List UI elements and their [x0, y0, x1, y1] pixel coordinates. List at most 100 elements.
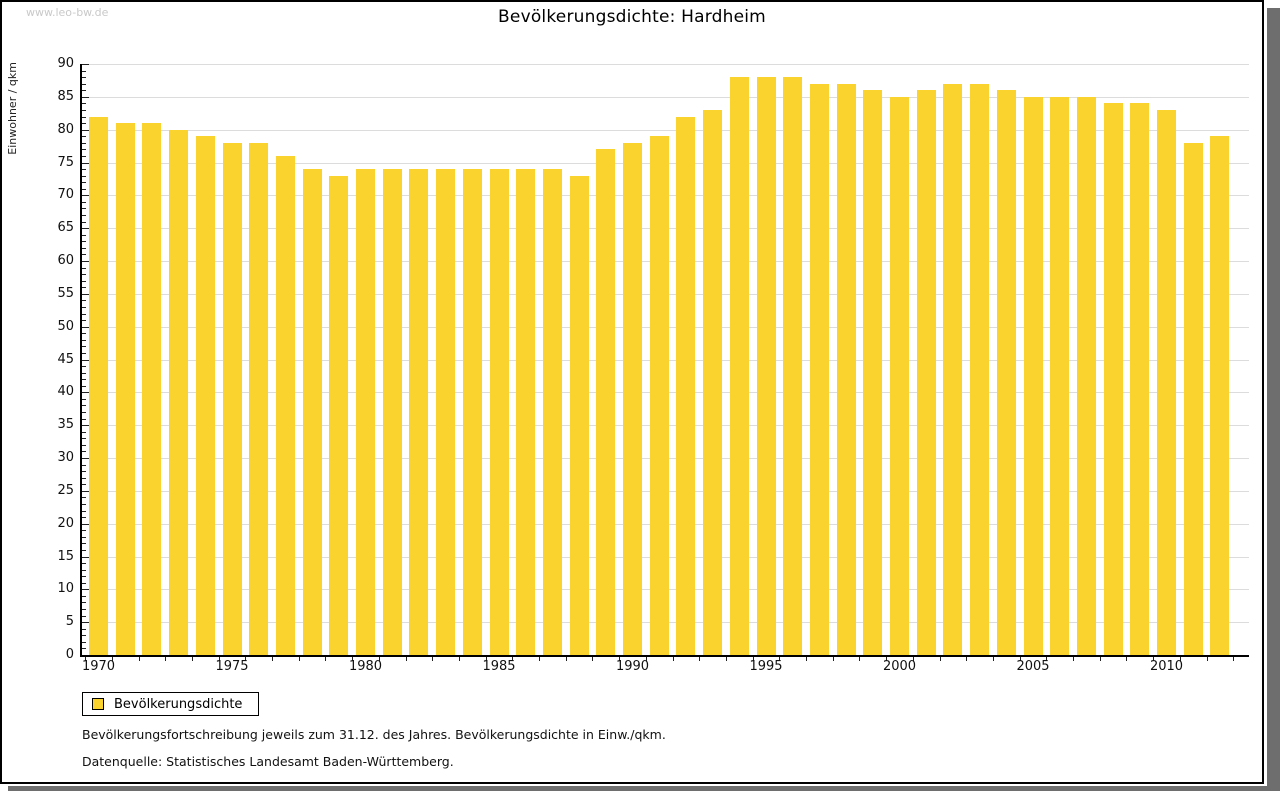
y-minor-tick — [82, 320, 86, 322]
y-minor-tick — [82, 188, 86, 190]
x-tick — [859, 657, 861, 661]
x-tick — [992, 657, 994, 661]
y-tick-label: 35 — [57, 417, 74, 433]
y-minor-tick — [82, 300, 86, 302]
y-major-tick — [82, 622, 89, 624]
y-tick-label: 70 — [57, 187, 74, 203]
y-major-tick — [82, 589, 89, 591]
y-minor-tick — [82, 451, 86, 453]
y-tick-label: 40 — [57, 384, 74, 400]
x-tick — [592, 657, 594, 661]
y-minor-tick — [82, 116, 86, 118]
bar-1970 — [89, 116, 108, 655]
y-tick-label: 0 — [65, 647, 74, 662]
page-drop-shadow-right — [1267, 8, 1280, 791]
y-minor-tick — [82, 385, 86, 387]
y-tick-label: 20 — [57, 515, 74, 531]
x-tick — [832, 657, 834, 661]
x-tick — [378, 657, 380, 661]
y-minor-tick — [82, 484, 86, 486]
x-tick — [272, 657, 274, 661]
x-tick — [405, 657, 407, 661]
y-major-tick — [82, 261, 89, 262]
y-minor-tick — [82, 136, 86, 138]
bar-1975 — [222, 142, 242, 655]
gridline — [82, 64, 1249, 65]
y-tick-label: 15 — [57, 548, 74, 564]
y-minor-tick — [82, 142, 86, 144]
x-tick — [966, 657, 968, 661]
bar-1987 — [542, 169, 562, 655]
x-tick — [458, 657, 460, 661]
bar-1979 — [329, 175, 349, 655]
x-tick — [645, 657, 647, 661]
y-minor-tick — [82, 169, 86, 171]
y-minor-tick — [82, 77, 86, 79]
y-minor-tick — [82, 70, 86, 72]
x-tick — [1206, 657, 1208, 661]
y-major-tick — [82, 293, 89, 295]
y-major-tick — [82, 64, 89, 65]
x-tick-label: 1975 — [215, 659, 249, 674]
bar-1989 — [596, 149, 616, 655]
bar-1980 — [356, 169, 375, 655]
bar-1972 — [142, 123, 162, 655]
y-major-tick — [82, 490, 89, 492]
y-minor-tick — [82, 339, 86, 341]
y-minor-tick — [82, 123, 86, 125]
bar-1993 — [703, 109, 723, 655]
y-minor-tick — [82, 267, 86, 269]
y-minor-tick — [82, 503, 86, 505]
footnote-source-note: Bevölkerungsfortschreibung jeweils zum 3… — [82, 727, 666, 742]
x-tick-label: 1995 — [749, 659, 783, 674]
bar-1998 — [836, 83, 856, 655]
bar-1973 — [169, 129, 189, 655]
x-tick — [165, 657, 167, 661]
y-minor-tick — [82, 444, 86, 446]
y-minor-tick — [82, 221, 86, 223]
y-minor-tick — [82, 352, 86, 354]
y-minor-tick — [82, 641, 86, 643]
bar-1997 — [809, 83, 829, 655]
y-minor-tick — [82, 201, 86, 203]
bar-2012 — [1210, 136, 1230, 655]
x-tick — [806, 657, 808, 661]
y-tick-label: 10 — [57, 581, 74, 597]
bar-2008 — [1103, 103, 1123, 655]
y-minor-tick — [82, 175, 86, 177]
y-minor-tick — [82, 313, 86, 315]
bar-2002 — [943, 83, 963, 655]
y-tick-label: 60 — [57, 253, 74, 268]
page-drop-shadow-bottom — [8, 786, 1280, 791]
x-tick — [1153, 657, 1155, 661]
y-minor-tick — [82, 438, 86, 440]
y-minor-tick — [82, 497, 86, 499]
bar-1996 — [783, 77, 803, 655]
y-minor-tick — [82, 287, 86, 289]
x-tick — [1019, 657, 1021, 661]
bar-1985 — [489, 169, 509, 655]
bar-1982 — [409, 169, 429, 655]
bar-2006 — [1050, 96, 1070, 655]
y-minor-tick — [82, 576, 86, 578]
x-tick — [512, 657, 514, 661]
x-tick — [138, 657, 140, 661]
bar-1978 — [302, 169, 322, 655]
bar-1994 — [729, 77, 749, 655]
x-tick-label: 1980 — [348, 659, 383, 674]
y-minor-tick — [82, 90, 86, 92]
y-minor-tick — [82, 398, 86, 400]
footnote-data-source: Datenquelle: Statistisches Landesamt Bad… — [82, 754, 454, 769]
y-minor-tick — [82, 582, 86, 584]
y-major-tick — [82, 96, 89, 98]
x-tick — [539, 657, 541, 661]
y-minor-tick — [82, 215, 86, 217]
x-tick — [1099, 657, 1101, 661]
bar-1983 — [436, 169, 456, 655]
y-major-tick — [82, 326, 89, 328]
x-tick-label: 2005 — [1016, 659, 1050, 674]
y-minor-tick — [82, 477, 86, 479]
bar-2001 — [916, 90, 936, 655]
y-major-tick — [82, 458, 89, 459]
bar-2011 — [1183, 142, 1203, 655]
